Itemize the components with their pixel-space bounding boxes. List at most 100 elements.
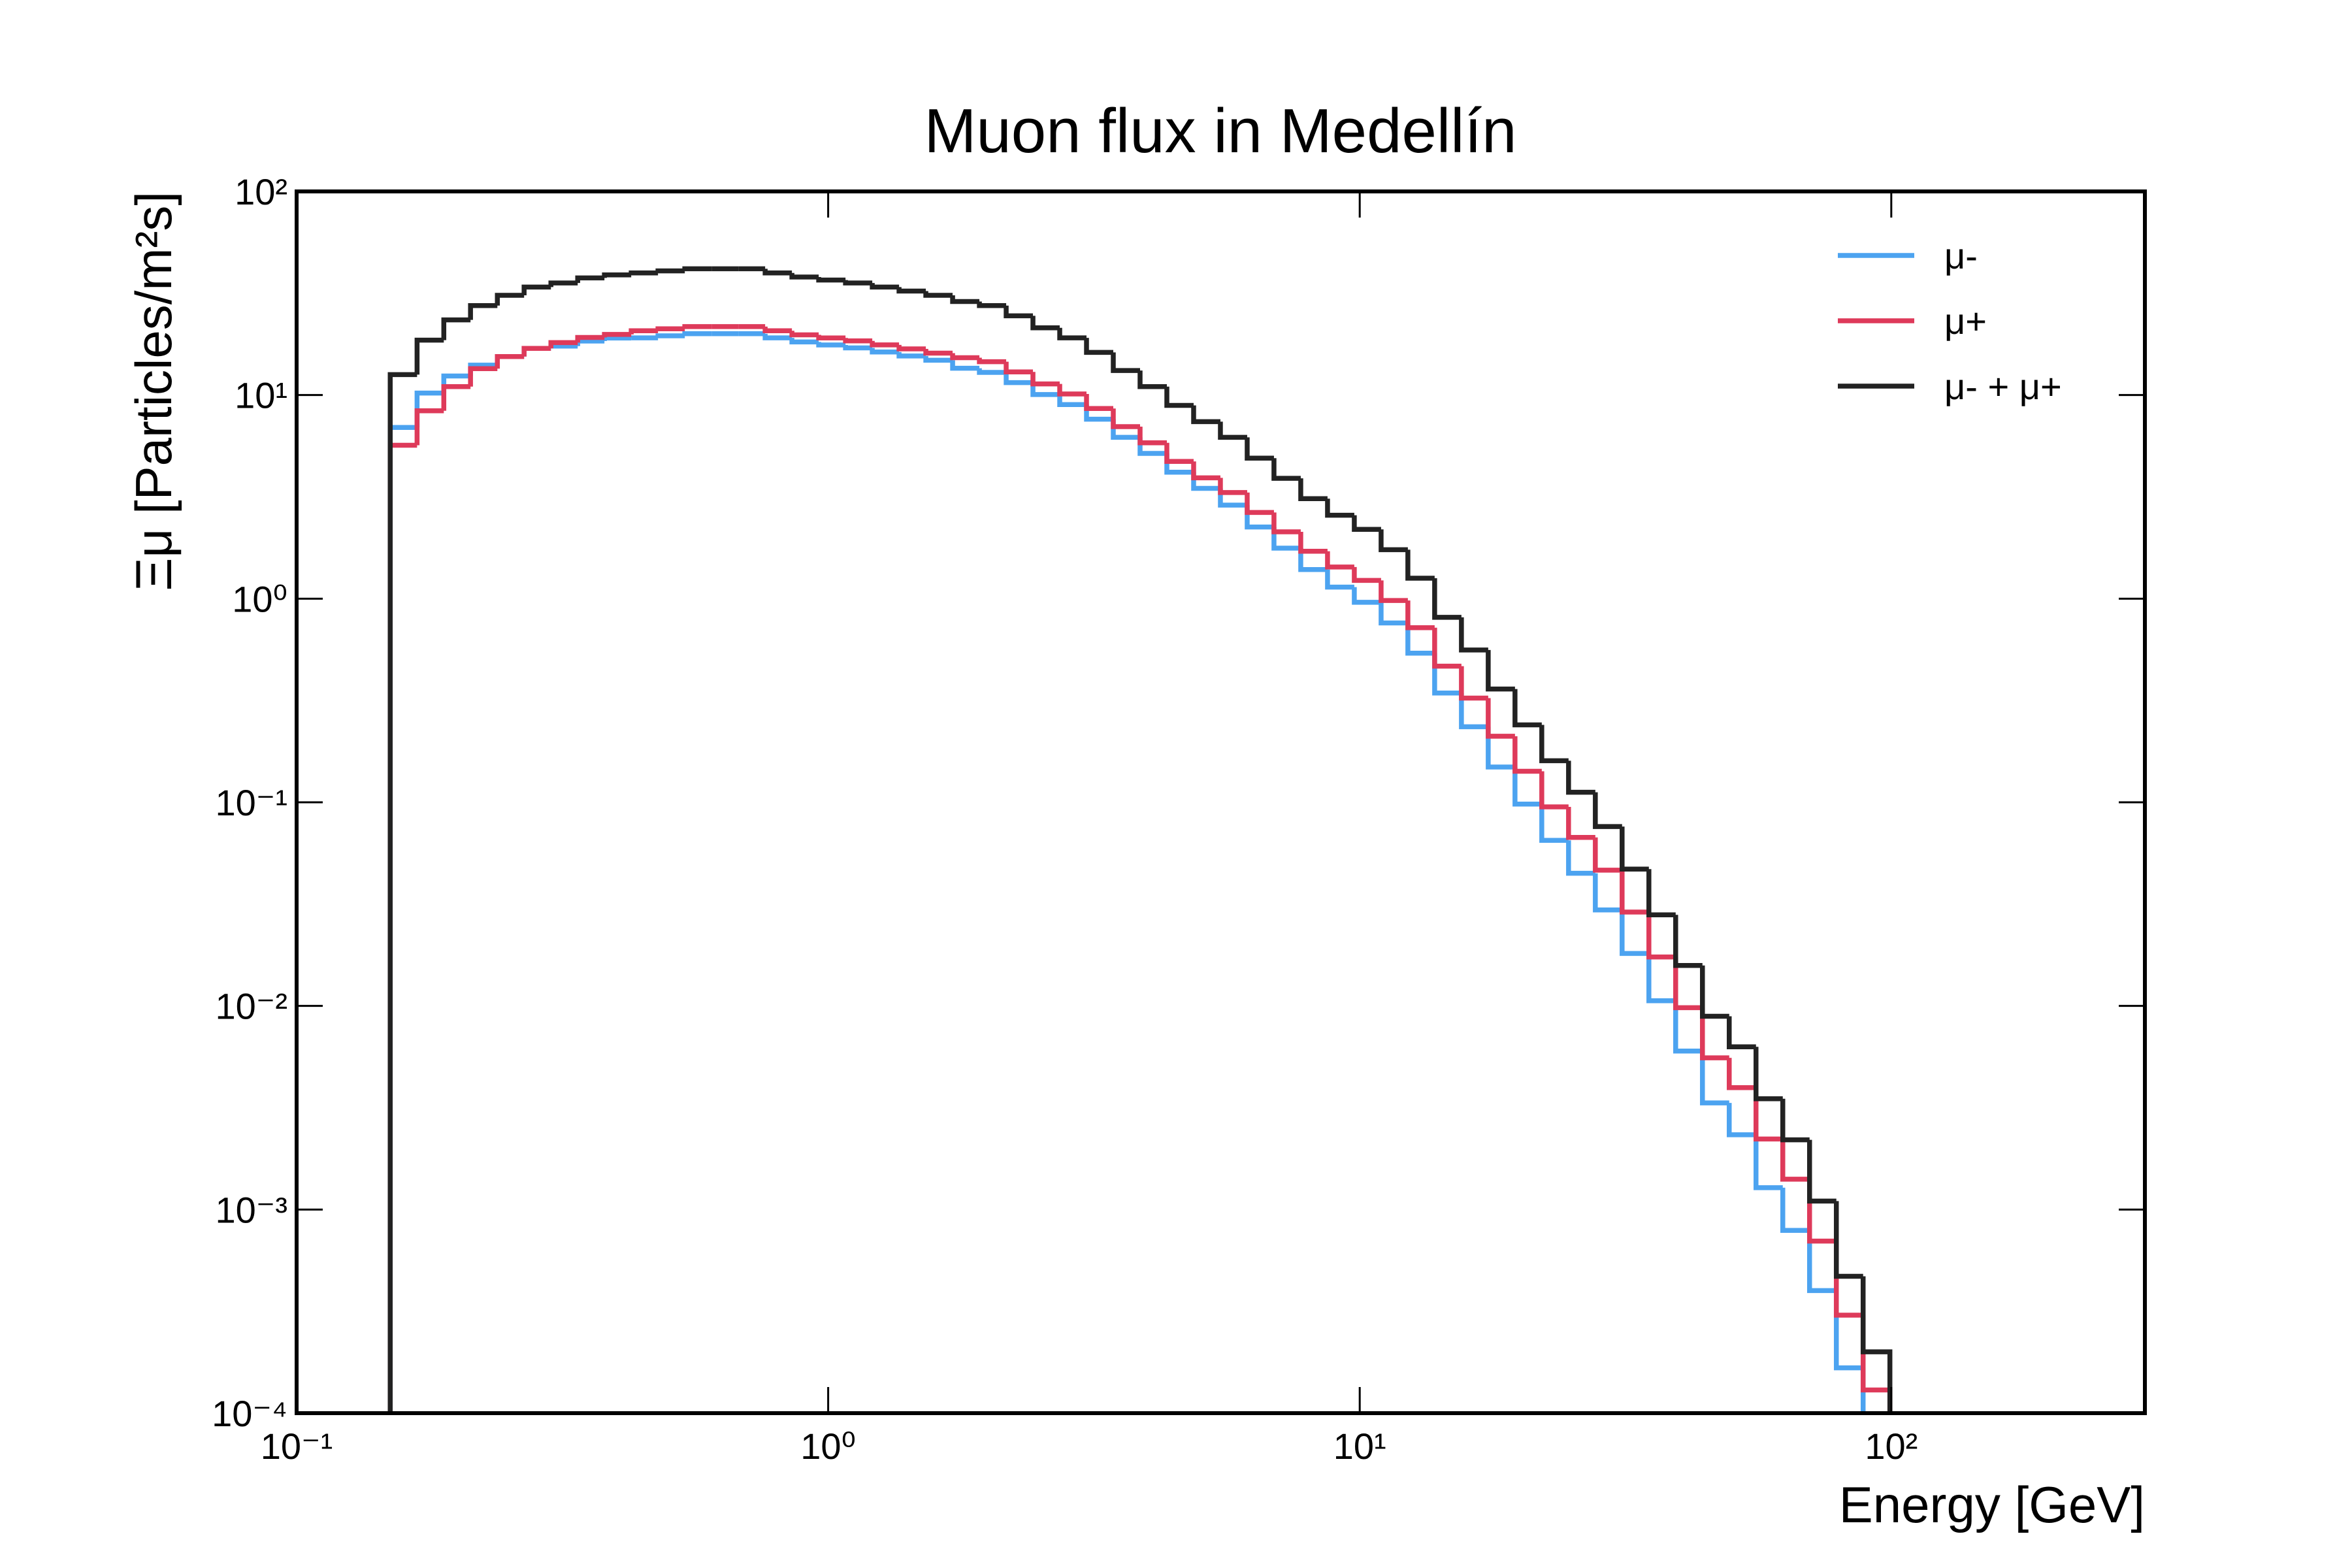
histogram-bin [1780, 1098, 1810, 1143]
histogram-bin [1030, 382, 1060, 397]
histogram-bin [1379, 602, 1408, 626]
y-tick-label: 10¹ [235, 375, 287, 416]
histogram-bin [1833, 1290, 1863, 1371]
histogram-bin [1700, 1051, 1729, 1105]
histogram-bin [495, 354, 525, 369]
histogram-bin [441, 384, 471, 411]
histogram-bin [1780, 1187, 1810, 1233]
histogram-bin [1405, 623, 1435, 656]
histogram-bin [789, 272, 819, 280]
histogram-bin [1539, 804, 1569, 843]
histogram-bin [950, 295, 980, 304]
histogram-bin [1727, 1058, 1756, 1090]
histogram-bin [762, 333, 792, 340]
x-axis-label: Energy [GeV] [1839, 1476, 2145, 1533]
histogram-bin [762, 326, 792, 333]
histogram-bin [1673, 956, 1703, 1011]
legend-label: μ- + μ+ [1944, 366, 2062, 407]
histogram-bin [1860, 1276, 1893, 1413]
histogram-bin [1084, 338, 1114, 355]
histogram-bin [387, 372, 417, 1413]
histogram-bin [1164, 442, 1194, 465]
histogram-bin [682, 324, 712, 329]
histogram-bin [1620, 909, 1649, 956]
histogram-bin [1379, 580, 1408, 603]
histogram-bin [1593, 873, 1622, 913]
histogram-bin [1057, 394, 1087, 407]
histogram-bin [789, 331, 819, 338]
histogram-bin [1754, 1087, 1783, 1142]
histogram-bin [1539, 725, 1569, 764]
histogram-bin [977, 357, 1007, 365]
histogram-bin [1164, 386, 1194, 408]
histogram-bin [1673, 915, 1703, 968]
histogram-bin [923, 349, 953, 356]
histogram-bin [387, 425, 417, 1413]
histogram-bin [575, 275, 605, 284]
histogram-bin [1806, 1230, 1837, 1294]
histogram-bin [1245, 505, 1274, 530]
chart-title: Muon flux in Medellín [924, 96, 1516, 166]
histogram-bin [1512, 736, 1542, 774]
y-tick-label: 10⁻¹ [216, 782, 288, 823]
histogram-bin [950, 353, 980, 361]
y-tick-label: 10⁻² [216, 986, 288, 1027]
histogram-bin [870, 283, 900, 290]
histogram-bin [896, 287, 926, 294]
histogram-bin [1646, 912, 1676, 960]
histogram-bin [1004, 305, 1034, 319]
histogram-bin [1593, 837, 1622, 873]
histogram-bin [1245, 437, 1274, 461]
histogram-bin [655, 326, 685, 331]
histogram-bin [548, 343, 578, 349]
histogram-bin [977, 301, 1007, 308]
histogram-bin [1860, 1315, 1893, 1413]
histogram-bin [1352, 515, 1381, 532]
histogram-bin [1459, 617, 1488, 653]
histogram-bin [655, 333, 685, 338]
histogram-bin [414, 408, 444, 446]
y-tick-label: 10⁻⁴ [212, 1393, 287, 1434]
histogram-bin [1111, 352, 1140, 373]
legend-label: μ+ [1944, 301, 1987, 342]
histogram-bin [789, 338, 819, 345]
histogram-bin [1137, 370, 1167, 389]
histogram-bin [1137, 437, 1167, 456]
histogram-bin [1700, 1007, 1729, 1060]
histogram-bin [468, 302, 498, 320]
histogram-bin [1646, 953, 1676, 1004]
histogram-bin [1860, 1367, 1866, 1413]
histogram-bin [1432, 653, 1462, 696]
histogram-bin [655, 268, 685, 274]
histogram-bin [387, 442, 417, 1413]
histogram-bin [1432, 627, 1462, 669]
histogram-bin [816, 342, 846, 348]
histogram-series [387, 324, 1893, 1413]
histogram-bin [1459, 666, 1488, 701]
histogram-bin [629, 270, 659, 276]
histogram-bin [977, 368, 1007, 375]
histogram-bin [950, 360, 980, 371]
histogram-bin [1298, 478, 1328, 501]
histogram-bin [1727, 1016, 1756, 1049]
histogram-bin [1191, 461, 1220, 481]
y-axis-label: Ξμ [Particles/m²s] [125, 191, 182, 591]
histogram-bin [1004, 361, 1034, 375]
histogram-bin [441, 317, 471, 340]
histogram-bin [1806, 1139, 1837, 1204]
axes: 10⁻¹ 10⁰ 10¹ 10² 10⁻⁴ 10⁻³ 10⁻² 10⁻¹ 10⁰ 10¹ 10² [212, 171, 2147, 1467]
histogram-bin [1700, 965, 1729, 1019]
histogram-bin [602, 272, 632, 278]
histogram-bin [923, 291, 953, 298]
y-tick-label: 10⁻³ [216, 1189, 288, 1230]
histogram-bin [1298, 548, 1328, 572]
histogram-bin [602, 332, 632, 338]
histogram-bin [1379, 529, 1408, 553]
axes-frame [295, 189, 2147, 1415]
histogram-bin [1218, 421, 1247, 440]
histogram-bin [816, 276, 846, 283]
histogram-bin [1727, 1103, 1756, 1137]
histogram-bin [1405, 600, 1435, 630]
histogram-bin [602, 335, 632, 341]
